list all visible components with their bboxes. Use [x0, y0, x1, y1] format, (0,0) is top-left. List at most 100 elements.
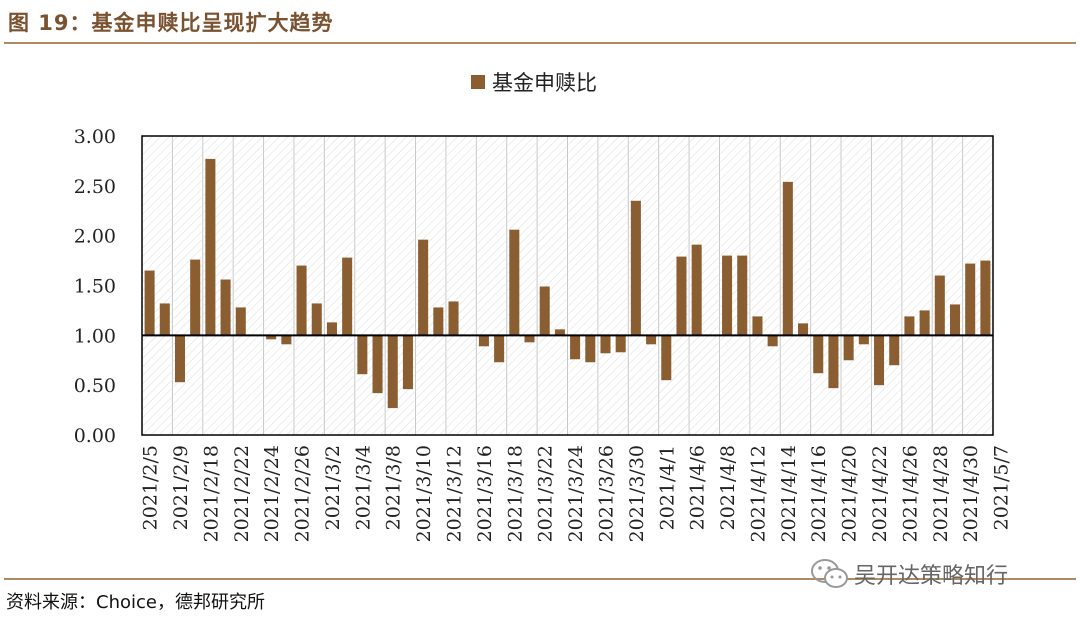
bar: [949, 304, 961, 336]
y-tick-label: 0.00: [74, 425, 116, 447]
bar: [600, 335, 611, 354]
x-tick-label: 2021/4/12: [747, 445, 769, 542]
bar: [858, 335, 869, 345]
bar: [646, 335, 657, 345]
bar: [798, 323, 809, 336]
x-tick-label: 2021/2/22: [231, 445, 253, 542]
bar: [235, 307, 246, 336]
figure-title: 图 19：基金申赎比呈现扩大趋势: [8, 11, 334, 35]
bar: [813, 335, 824, 374]
bar: [722, 255, 733, 336]
y-tick-label: 1.50: [74, 276, 116, 298]
bar: [843, 335, 854, 361]
bar: [782, 181, 793, 336]
bar: [767, 335, 778, 347]
bar: [661, 335, 672, 381]
x-tick-label: 2021/4/26: [899, 445, 921, 542]
bar: [539, 286, 550, 336]
bar: [205, 158, 216, 336]
watermark-text: 吴开达策略知行: [854, 564, 1009, 589]
bar: [554, 329, 565, 336]
bar: [342, 257, 353, 336]
legend: 基金申赎比: [471, 71, 597, 95]
bar: [585, 335, 596, 363]
bar: [387, 335, 398, 409]
bar: [904, 316, 915, 336]
grid-band: [446, 136, 476, 435]
x-tick-label: 2021/4/20: [839, 445, 861, 542]
bar: [737, 255, 748, 336]
grid-band: [264, 136, 293, 435]
bar: [630, 200, 641, 336]
x-tick-label: 2021/3/26: [595, 445, 617, 542]
grid-band: [234, 136, 263, 435]
bar: [418, 239, 429, 336]
x-tick-label: 2021/4/30: [960, 445, 982, 542]
y-tick-label: 2.50: [74, 176, 116, 198]
x-tick-label: 2021/2/18: [200, 445, 222, 542]
watermark: 吴开达策略知行: [810, 556, 1008, 592]
x-tick-label: 2021/3/8: [383, 445, 405, 530]
x-tick-label: 2021/4/8: [717, 445, 739, 530]
bar: [676, 256, 687, 336]
bar: [980, 260, 991, 336]
bar: [934, 275, 945, 336]
bar: [524, 335, 535, 343]
bar: [478, 335, 489, 347]
plot-area: 0.00 0.50 1.00 1.50 2.00 2.50 3.00 2021/2/5 2021…: [74, 126, 1013, 542]
wechat-icon: [811, 559, 848, 588]
grid-band: [538, 136, 567, 435]
bar: [326, 322, 337, 336]
legend-swatch: [471, 75, 485, 89]
grid-band: [477, 136, 506, 435]
x-tick-label: 2021/3/4: [352, 445, 374, 530]
bar: [402, 335, 413, 390]
bar: [919, 310, 930, 336]
bar: [144, 270, 155, 336]
y-tick-label: 3.00: [74, 126, 116, 148]
bar: [296, 265, 307, 336]
x-tick-label: 2021/3/22: [535, 445, 557, 542]
footer-divider: [4, 578, 1076, 580]
bar: [691, 244, 702, 336]
bar: [752, 316, 763, 336]
x-tick-label: 2021/3/18: [504, 445, 526, 542]
x-tick-label: 2021/5/7: [991, 445, 1013, 530]
bar: [828, 335, 839, 389]
x-tick-label: 2021/3/12: [444, 445, 466, 542]
y-tick-label: 0.50: [74, 375, 116, 397]
y-tick-label: 2.00: [74, 226, 116, 248]
bar: [494, 335, 505, 363]
legend-label: 基金申赎比: [492, 71, 597, 95]
x-tick-label: 2021/3/2: [322, 445, 344, 530]
bar: [266, 335, 277, 340]
grid-band: [750, 136, 780, 435]
x-tick-label: 2021/3/16: [474, 445, 496, 542]
bar: [448, 301, 459, 336]
bar: [159, 303, 170, 336]
bar-chart: 基金申赎比 0.00 0.50 1.00 1.50 2.00 2.50 3.00 2021/2…: [74, 71, 1013, 542]
bar: [357, 335, 368, 375]
x-tick-label: 2021/3/10: [413, 445, 435, 542]
x-tick-label: 2021/3/30: [626, 445, 648, 542]
plot-frame: [141, 135, 994, 436]
grid-band: [568, 136, 597, 435]
grid-band: [842, 136, 871, 435]
bar: [570, 335, 581, 360]
bar: [220, 279, 231, 336]
bar: [190, 259, 201, 336]
x-tick-label: 2021/2/26: [292, 445, 314, 542]
bar: [509, 229, 520, 336]
source-note: 资料来源：Choice，德邦研究所: [6, 592, 265, 613]
x-tick-label: 2021/4/16: [808, 445, 830, 542]
header-divider: [4, 42, 1076, 44]
bar: [965, 263, 976, 336]
bar: [874, 335, 885, 386]
x-tick-label: 2021/2/24: [261, 445, 283, 542]
bar: [372, 335, 383, 394]
x-tick-label: 2021/4/14: [778, 445, 800, 542]
x-tick-label: 2021/3/24: [565, 445, 587, 542]
bar: [889, 335, 900, 366]
x-tick-label: 2021/2/5: [140, 445, 162, 530]
bar: [281, 335, 292, 345]
